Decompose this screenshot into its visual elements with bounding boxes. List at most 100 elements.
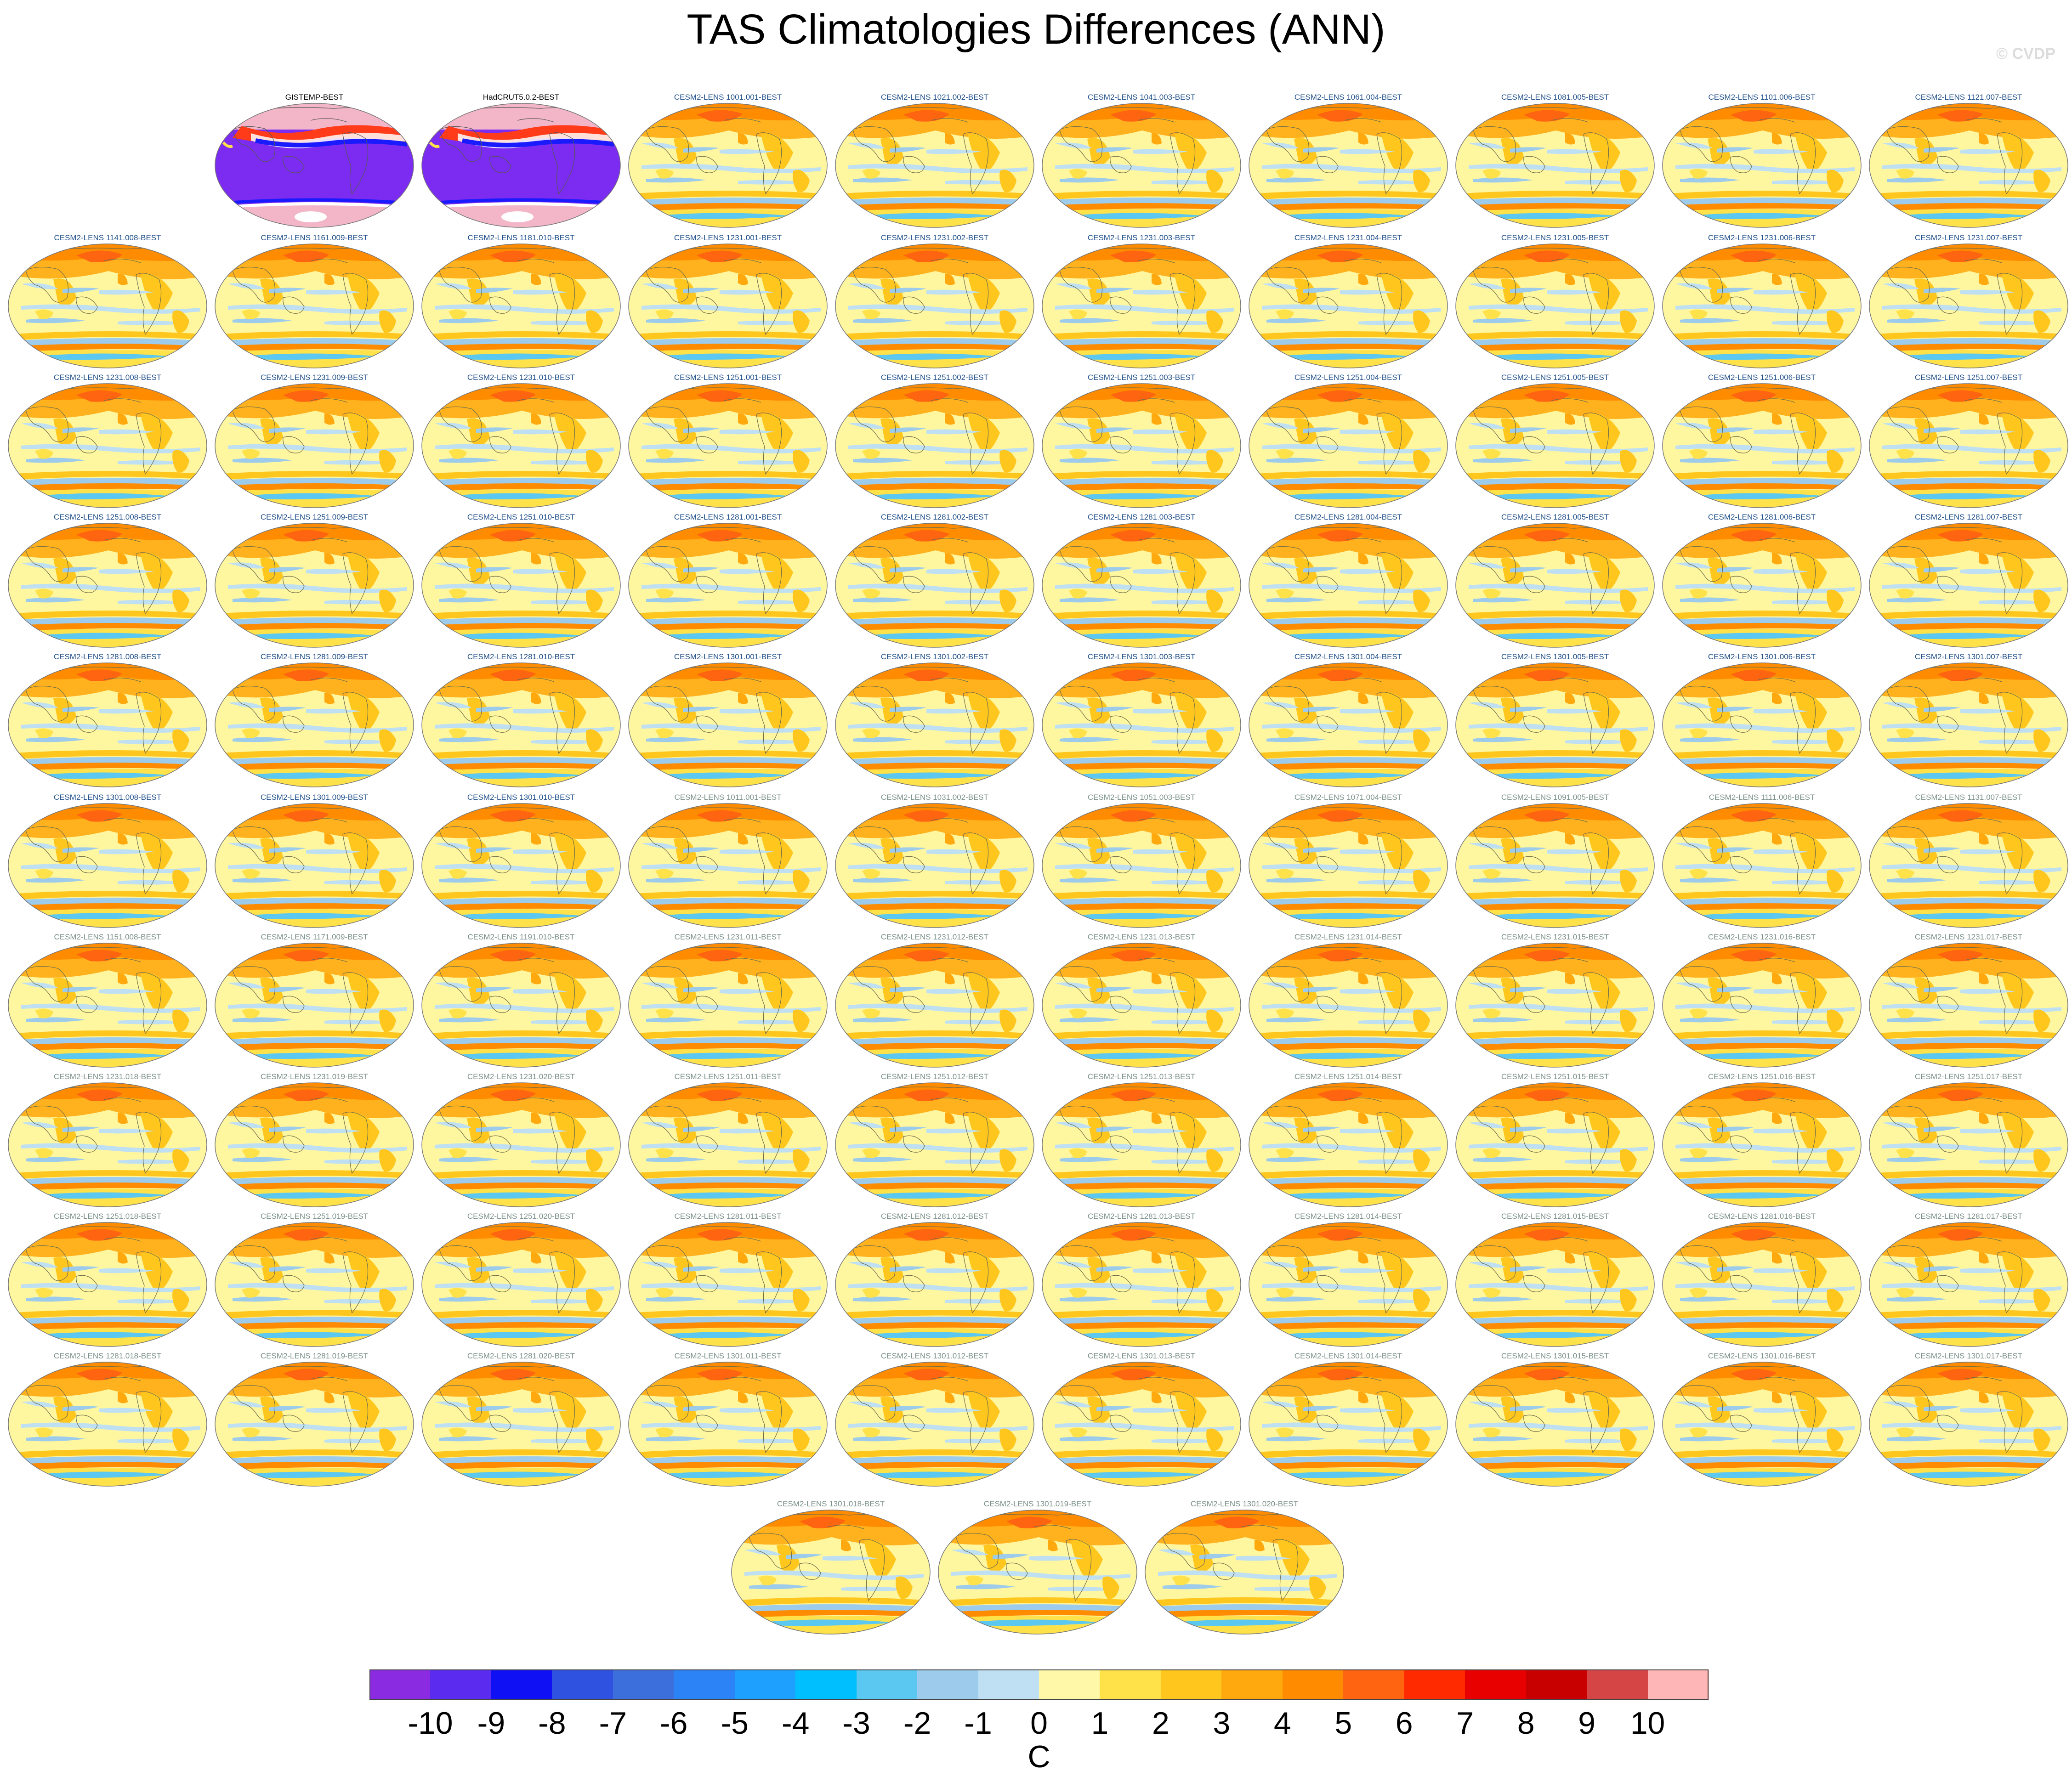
map-panel: CESM2-LENS 1191.010-BEST (420, 933, 622, 1070)
robinson-map (1869, 383, 2068, 508)
map-panel: CESM2-LENS 1231.008-BEST (6, 373, 209, 511)
colorbar-swatch (1343, 1669, 1405, 1700)
panel-title: CESM2-LENS 1231.019-BEST (260, 1072, 369, 1081)
panel-title: CESM2-LENS 1281.016-BEST (1708, 1212, 1816, 1221)
robinson-map (835, 523, 1034, 648)
map-panel: CESM2-LENS 1281.020-BEST (420, 1352, 622, 1489)
robinson-map (421, 103, 621, 228)
colorbar-swatch (1404, 1669, 1466, 1700)
map-panel: CESM2-LENS 1231.018-BEST (6, 1072, 209, 1210)
robinson-map (628, 803, 828, 928)
panel-title: CESM2-LENS 1251.009-BEST (260, 513, 369, 521)
panel-title: CESM2-LENS 1301.010-BEST (467, 793, 575, 802)
panel-title: CESM2-LENS 1061.004-BEST (1294, 93, 1402, 102)
robinson-map (1662, 1222, 1862, 1347)
robinson-map (1662, 1362, 1862, 1487)
map-panel: CESM2-LENS 1301.007-BEST (1868, 652, 2070, 790)
robinson-map (835, 662, 1034, 787)
map-panel: CESM2-LENS 1251.020-BEST (420, 1212, 622, 1350)
colorbar-swatch (1465, 1669, 1527, 1700)
robinson-map (628, 1222, 828, 1347)
robinson-map (1455, 1222, 1655, 1347)
map-panel: CESM2-LENS 1281.013-BEST (1040, 1212, 1243, 1350)
panel-title: CESM2-LENS 1281.019-BEST (260, 1352, 369, 1360)
panel-title: CESM2-LENS 1231.008-BEST (53, 373, 162, 382)
map-panel: CESM2-LENS 1301.009-BEST (213, 793, 415, 931)
panel-title: CESM2-LENS 1161.009-BEST (261, 233, 368, 242)
colorbar-swatch (1526, 1669, 1588, 1700)
map-panel: CESM2-LENS 1301.019-BEST (937, 1499, 1139, 1637)
colorbar-tick-label: -8 (538, 1706, 566, 1741)
robinson-map (628, 383, 828, 508)
panel-title: CESM2-LENS 1091.005-BEST (1501, 793, 1609, 802)
panel-title: CESM2-LENS 1301.005-BEST (1501, 652, 1609, 661)
colorbar-swatch (552, 1669, 613, 1700)
colorbar-tick-label: 2 (1152, 1706, 1169, 1741)
panel-title: CESM2-LENS 1301.002-BEST (880, 652, 989, 661)
robinson-map (1662, 103, 1862, 228)
panel-title: CESM2-LENS 1301.004-BEST (1294, 652, 1402, 661)
panel-title: CESM2-LENS 1251.002-BEST (880, 373, 989, 382)
robinson-map (1249, 103, 1448, 228)
robinson-map (215, 803, 414, 928)
panel-title: CESM2-LENS 1281.007-BEST (1914, 513, 2023, 521)
map-panel: CESM2-LENS 1251.008-BEST (6, 513, 209, 651)
robinson-map (835, 1222, 1034, 1347)
robinson-map (1249, 243, 1448, 368)
panel-title: CESM2-LENS 1251.004-BEST (1294, 373, 1402, 382)
panel-title: CESM2-LENS 1251.005-BEST (1501, 373, 1609, 382)
robinson-map (835, 103, 1034, 228)
colorbar-tick-label: -7 (599, 1706, 627, 1741)
robinson-map (835, 943, 1034, 1068)
map-panel: CESM2-LENS 1021.002-BEST (834, 93, 1036, 231)
robinson-map (1042, 1362, 1241, 1487)
robinson-map (215, 943, 414, 1068)
panel-title: CESM2-LENS 1231.002-BEST (880, 233, 989, 242)
panel-title: CESM2-LENS 1301.014-BEST (1294, 1352, 1402, 1360)
panel-title: CESM2-LENS 1281.010-BEST (467, 652, 575, 661)
map-panel: CESM2-LENS 1301.016-BEST (1661, 1352, 1863, 1489)
map-panel: CESM2-LENS 1301.008-BEST (6, 793, 209, 931)
map-panel: CESM2-LENS 1251.004-BEST (1247, 373, 1449, 511)
colorbar-tick-label: 3 (1213, 1706, 1231, 1741)
robinson-map (1455, 662, 1655, 787)
robinson-map (8, 662, 207, 787)
robinson-map (421, 1082, 621, 1207)
map-panel: CESM2-LENS 1161.009-BEST (213, 233, 415, 371)
map-panel: CESM2-LENS 1231.017-BEST (1868, 933, 2070, 1070)
panel-title: CESM2-LENS 1131.007-BEST (1915, 793, 2022, 802)
map-panel: CESM2-LENS 1251.006-BEST (1661, 373, 1863, 511)
robinson-map (1455, 1082, 1655, 1207)
robinson-map (1869, 803, 2068, 928)
map-panel: CESM2-LENS 1231.011-BEST (627, 933, 829, 1070)
panel-title: CESM2-LENS 1231.006-BEST (1708, 233, 1816, 242)
map-panel: CESM2-LENS 1281.002-BEST (834, 513, 1036, 651)
map-panel: GISTEMP-BEST (213, 93, 415, 231)
map-panel: CESM2-LENS 1301.020-BEST (1143, 1499, 1345, 1637)
panel-title: CESM2-LENS 1301.013-BEST (1087, 1352, 1196, 1360)
robinson-map (1455, 1362, 1655, 1487)
robinson-map (8, 1082, 207, 1207)
robinson-map (628, 943, 828, 1068)
map-panel: CESM2-LENS 1111.006-BEST (1661, 793, 1863, 931)
robinson-map (1869, 1222, 2068, 1347)
map-panel: CESM2-LENS 1061.004-BEST (1247, 93, 1449, 231)
map-panel: CESM2-LENS 1251.005-BEST (1454, 373, 1656, 511)
panel-title: CESM2-LENS 1231.003-BEST (1087, 233, 1196, 242)
map-panel: CESM2-LENS 1251.011-BEST (627, 1072, 829, 1210)
robinson-map (421, 1362, 621, 1487)
robinson-map (421, 803, 621, 928)
map-panel: CESM2-LENS 1231.006-BEST (1661, 233, 1863, 371)
map-panel: CESM2-LENS 1011.001-BEST (627, 793, 829, 931)
map-panel: CESM2-LENS 1101.006-BEST (1661, 93, 1863, 231)
map-panel: CESM2-LENS 1281.019-BEST (213, 1352, 415, 1489)
colorbar-tick-label: -2 (903, 1706, 931, 1741)
robinson-map (835, 1362, 1034, 1487)
colorbar-tick-label: -6 (660, 1706, 688, 1741)
robinson-map (421, 383, 621, 508)
panel-title: CESM2-LENS 1301.016-BEST (1708, 1352, 1816, 1360)
map-panel: CESM2-LENS 1301.015-BEST (1454, 1352, 1656, 1489)
map-panel: CESM2-LENS 1031.002-BEST (834, 793, 1036, 931)
map-panel: CESM2-LENS 1231.005-BEST (1454, 233, 1656, 371)
panel-title: CESM2-LENS 1281.005-BEST (1501, 513, 1609, 521)
